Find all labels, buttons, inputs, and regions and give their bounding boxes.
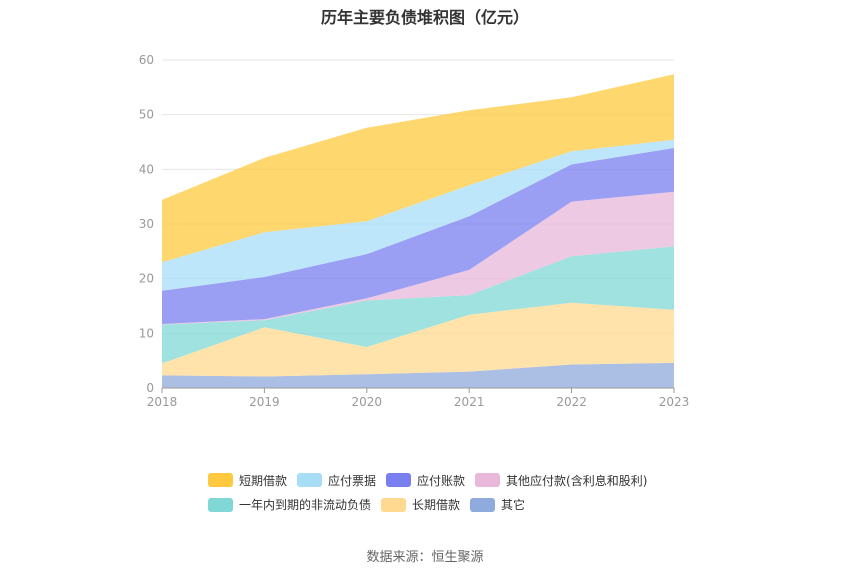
area-应付票据 (162, 139, 674, 291)
legend-item[interactable]: 一年内到期的非流动负债 (208, 497, 371, 512)
legend-swatch (208, 497, 233, 512)
legend-item[interactable]: 应付票据 (297, 473, 376, 488)
y-tick-label: 10 (139, 326, 154, 340)
legend-label: 其他应付款(含利息和股利) (506, 473, 648, 488)
area-一年内到期的非流动负债 (162, 246, 674, 364)
legend-label: 其它 (501, 498, 526, 512)
legend-swatch (470, 497, 496, 512)
legend-swatch (297, 473, 323, 487)
data-source: 数据来源：恒生聚源 (366, 550, 484, 565)
legend-swatch (475, 473, 501, 487)
axes: 0 10 20 30 40 50 60 2018 2019 2020 2021 2022 2023 (139, 53, 690, 409)
area-其它 (162, 362, 674, 388)
y-tick-label: 50 (139, 108, 154, 122)
legend-label: 短期借款 (239, 473, 288, 488)
stacked-area-chart: 0 10 20 30 40 50 60 2018 2019 2020 2021 2022 2023 (139, 53, 690, 409)
legend-label: 应付票据 (328, 473, 377, 488)
y-tick-label: 40 (139, 162, 154, 176)
legend-item[interactable]: 其他应付款(含利息和股利) (475, 473, 647, 488)
legend-label: 应付账款 (417, 473, 466, 488)
legend: 短期借款 应付票据 应付账款 其他应付款(含利息和股利) 一年内到期的非流动负债 长期借款… (208, 472, 678, 521)
area-应付账款 (162, 148, 674, 324)
legend-item[interactable]: 短期借款 (208, 473, 287, 488)
legend-item[interactable]: 应付账款 (386, 473, 465, 488)
y-tick-label: 0 (146, 381, 154, 395)
area-短期借款 (162, 74, 674, 263)
y-tick-label: 30 (139, 217, 154, 231)
x-tick-label: 2019 (249, 395, 280, 409)
y-tick-label: 20 (139, 272, 154, 286)
legend-item[interactable]: 其它 (470, 497, 525, 512)
x-tick-label: 2018 (147, 395, 178, 409)
legend-label: 一年内到期的非流动负债 (239, 498, 372, 512)
area-长期借款 (162, 302, 674, 377)
x-tick-label: 2023 (659, 395, 690, 409)
chart-title: 历年主要负债堆积图（亿元） (320, 8, 529, 27)
x-tick-label: 2021 (454, 395, 485, 409)
legend-item[interactable]: 长期借款 (381, 497, 460, 512)
area-series (162, 74, 674, 388)
x-tick-label: 2020 (352, 395, 383, 409)
legend-label: 长期借款 (412, 498, 461, 512)
legend-swatch (208, 473, 233, 487)
y-tick-label: 60 (139, 53, 154, 67)
legend-swatch (386, 473, 412, 487)
legend-swatch (381, 497, 407, 512)
x-tick-label: 2022 (556, 395, 587, 409)
area-其他应付款(含利息和股利) (162, 191, 674, 325)
